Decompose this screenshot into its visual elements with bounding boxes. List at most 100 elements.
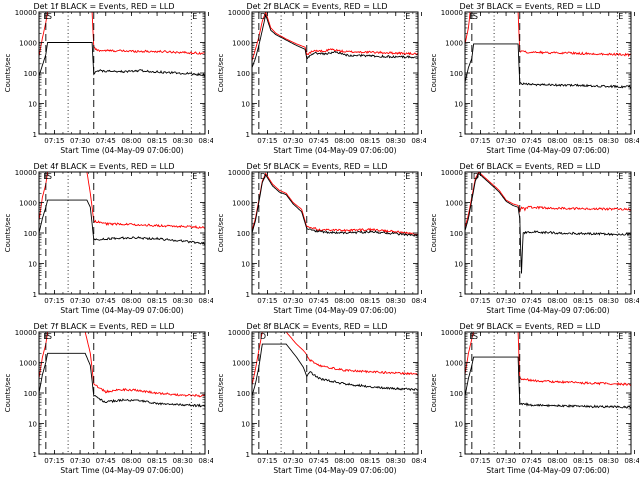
y-tick-label: 100	[24, 70, 37, 78]
plot-frame	[464, 11, 632, 135]
x-tick-label: 08:15	[360, 137, 380, 145]
series-line-events	[252, 343, 418, 397]
marker-label: D	[260, 332, 266, 341]
detector-panel-3: Det 3f BLACK = Events, RED = LLD E S E 1 10 10…	[426, 0, 639, 160]
y-tick-label: 1	[459, 451, 463, 459]
series-line-events	[39, 42, 205, 77]
x-tick-label: 08:00	[334, 297, 354, 305]
x-tick-label: 08:30	[386, 297, 406, 305]
plot-frame	[38, 171, 206, 295]
y-tick-label: 10000	[441, 329, 463, 337]
y-tick-label: 10	[28, 261, 37, 269]
x-tick-label: 08:00	[334, 137, 354, 145]
plot-frame	[38, 331, 206, 455]
y-axis-label: Counts/sec	[4, 214, 12, 253]
y-tick-label: 10	[241, 261, 250, 269]
x-tick-label: 08:15	[573, 137, 593, 145]
y-tick-label: 100	[237, 390, 250, 398]
y-axis-label: Counts/sec	[430, 214, 438, 253]
plot-frame	[251, 331, 419, 455]
x-tick-label: 08:45	[624, 297, 639, 305]
chart-title: Det 8f BLACK = Events, RED = LLD	[246, 322, 387, 331]
y-tick-label: 1	[246, 451, 250, 459]
y-tick-label: 1000	[19, 200, 37, 208]
chart-title: Det 2f BLACK = Events, RED = LLD	[246, 2, 387, 11]
y-axis-label: Counts/sec	[217, 374, 225, 413]
marker-label: S	[47, 12, 52, 21]
series-line-lld	[465, 12, 631, 58]
marker-label: S	[47, 172, 52, 181]
plot-frame	[251, 11, 419, 135]
x-tick-label: 07:45	[96, 457, 116, 465]
chart-title: Det 3f BLACK = Events, RED = LLD	[459, 2, 600, 11]
marker-label: S	[473, 12, 478, 21]
x-tick-label: 08:00	[547, 137, 567, 145]
detector-panel-4: Det 4f BLACK = Events, RED = LLD E S E 1 10 10…	[0, 160, 213, 320]
marker-label: E	[192, 172, 197, 181]
series-line-events	[252, 13, 418, 68]
chart-title: Det 5f BLACK = Events, RED = LLD	[246, 162, 387, 171]
x-tick-label: 07:15	[44, 297, 64, 305]
marker-label: E	[43, 172, 48, 181]
x-tick-label: 08:30	[173, 137, 193, 145]
x-tick-label: 08:30	[386, 457, 406, 465]
x-tick-label: 07:30	[70, 297, 90, 305]
x-tick-label: 07:30	[496, 457, 516, 465]
marker-label: E	[43, 12, 48, 21]
marker-label: D	[473, 172, 479, 181]
y-tick-label: 10000	[441, 9, 463, 17]
y-tick-label: 100	[450, 230, 463, 238]
y-tick-label: 1	[33, 291, 37, 299]
x-tick-label: 07:45	[309, 297, 329, 305]
y-axis-label: Counts/sec	[430, 54, 438, 93]
y-axis-label: Counts/sec	[217, 54, 225, 93]
detector-panel-8: Det 8f BLACK = Events, RED = LLD D E 1 10 100…	[213, 320, 426, 480]
series-line-lld	[465, 172, 631, 228]
x-tick-label: 08:15	[147, 457, 167, 465]
marker-label: D	[260, 172, 266, 181]
detector-panel-9: Det 9f BLACK = Events, RED = LLD E S E 1 10 10…	[426, 320, 639, 480]
chart-title: Det 4f BLACK = Events, RED = LLD	[33, 162, 174, 171]
x-tick-label: 08:15	[147, 297, 167, 305]
x-tick-label: 08:30	[173, 457, 193, 465]
marker-label: S	[47, 332, 52, 341]
x-axis-label: Start Time (04-May-09 07:06:00)	[486, 306, 609, 315]
x-tick-label: 07:45	[309, 457, 329, 465]
detector-panel-5: Det 5f BLACK = Events, RED = LLD D E 1 10 100…	[213, 160, 426, 320]
y-tick-label: 10	[28, 101, 37, 109]
y-tick-label: 1000	[445, 360, 463, 368]
x-tick-label: 08:30	[599, 137, 619, 145]
x-tick-label: 07:30	[70, 457, 90, 465]
x-tick-label: 08:45	[624, 137, 639, 145]
detector-panel-1: Det 1f BLACK = Events, RED = LLD E S E 1 10 10…	[0, 0, 213, 160]
y-tick-label: 1	[459, 291, 463, 299]
y-axis-label: Counts/sec	[217, 214, 225, 253]
marker-label: E	[405, 172, 410, 181]
x-tick-label: 07:30	[496, 137, 516, 145]
x-tick-label: 08:30	[599, 457, 619, 465]
series-line-lld	[39, 332, 205, 398]
y-tick-label: 1	[33, 451, 37, 459]
marker-label: E	[192, 332, 197, 341]
x-tick-label: 07:45	[309, 137, 329, 145]
x-tick-label: 07:30	[283, 457, 303, 465]
x-axis-label: Start Time (04-May-09 07:06:00)	[273, 466, 396, 475]
y-tick-label: 100	[237, 230, 250, 238]
x-tick-label: 07:15	[257, 137, 277, 145]
y-tick-label: 1	[246, 291, 250, 299]
x-tick-label: 08:45	[411, 457, 426, 465]
series-line-events	[252, 174, 418, 237]
series-line-lld	[39, 172, 205, 229]
x-tick-label: 07:15	[44, 457, 64, 465]
x-tick-label: 07:45	[96, 137, 116, 145]
x-tick-label: 08:45	[624, 457, 639, 465]
chart-title: Det 7f BLACK = Events, RED = LLD	[33, 322, 174, 331]
y-tick-label: 10000	[15, 329, 37, 337]
x-tick-label: 07:45	[522, 137, 542, 145]
marker-label: S	[473, 332, 478, 341]
x-axis-label: Start Time (04-May-09 07:06:00)	[273, 306, 396, 315]
